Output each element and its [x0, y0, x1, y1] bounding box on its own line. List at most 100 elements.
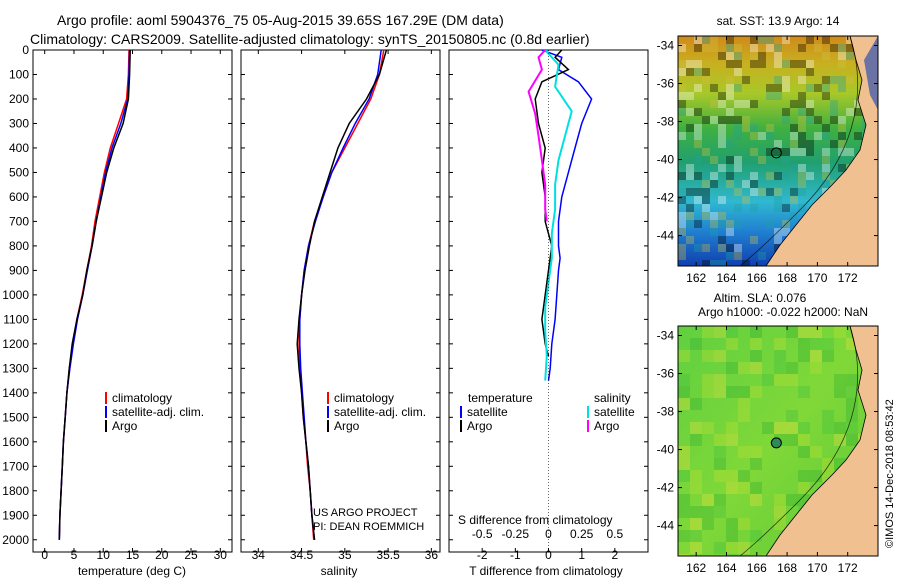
legend-temperature-title: temperature [468, 391, 533, 405]
temperature-tick-label: 30 [214, 548, 228, 562]
legend-climatology: climatology [334, 391, 394, 405]
map-cell [738, 542, 750, 554]
map-cell [702, 326, 714, 338]
map-cell [806, 100, 814, 108]
map-cell [822, 124, 830, 132]
map-cell [774, 52, 782, 60]
map-cell [830, 140, 838, 148]
map-cell [774, 60, 782, 68]
map-cell [726, 228, 734, 236]
header-subtitle: Climatology: CARS2009. Satellite-adjuste… [30, 31, 590, 47]
map-cell [678, 386, 690, 398]
map-cell [786, 422, 798, 434]
map-cell [726, 482, 738, 494]
map-cell [798, 172, 806, 180]
map-cell [806, 116, 814, 124]
argo-location-marker [770, 437, 782, 449]
map-cell [678, 60, 686, 68]
map-cell [678, 530, 690, 542]
map-cell [738, 518, 750, 530]
map-cell [702, 518, 714, 530]
map-cell [806, 84, 814, 92]
lat-tick-label: -42 [657, 191, 675, 205]
map-cell [690, 422, 702, 434]
map-cell [790, 148, 798, 156]
map-cell [786, 326, 798, 338]
series-line-temperature-satellite [541, 50, 593, 381]
map-cell [834, 326, 846, 338]
series-line-salinity-satellite [544, 50, 573, 381]
map-cell [734, 188, 742, 196]
depth-tick-label: 1200 [2, 337, 29, 351]
map-cell [750, 350, 762, 362]
coastal-water [864, 36, 878, 110]
map-cell [838, 116, 846, 124]
map-cell [822, 458, 834, 470]
map-cell [846, 44, 854, 52]
map-cell [678, 494, 690, 506]
map-cell [702, 494, 714, 506]
map-cell [814, 84, 822, 92]
lat-tick-label: -36 [657, 77, 675, 91]
lat-tick-label: -44 [657, 229, 675, 243]
map-cell [714, 458, 726, 470]
map-cell [774, 350, 786, 362]
map-cell [702, 148, 710, 156]
salinity-xlabel: salinity [321, 564, 358, 578]
map-cell [750, 236, 758, 244]
map-cell [678, 108, 686, 116]
map-cell [786, 410, 798, 422]
map-cell [798, 148, 806, 156]
legend-argo: Argo [334, 419, 360, 433]
map-cell [790, 196, 798, 204]
map-cell [694, 220, 702, 228]
map-cell [678, 228, 686, 236]
salinity-panel [240, 49, 441, 553]
map-cell [742, 116, 750, 124]
map-cell [806, 68, 814, 76]
map-cell [694, 44, 702, 52]
map-cell [798, 482, 810, 494]
map-cell [766, 148, 774, 156]
depth-tick-label: 1900 [2, 508, 29, 522]
map-cell [822, 52, 830, 60]
map-cell [774, 84, 782, 92]
map-cell [718, 220, 726, 228]
map-cell [750, 52, 758, 60]
map-cell [774, 188, 782, 196]
map-cell [750, 530, 762, 542]
map-cell [774, 236, 782, 244]
map-cell [838, 44, 846, 52]
map-cell [750, 180, 758, 188]
map-cell [758, 156, 766, 164]
map-cell [810, 338, 822, 350]
map-cell [678, 252, 686, 260]
map-cell [766, 188, 774, 196]
depth-tick-label: 2000 [2, 533, 29, 547]
depth-tick-label: 800 [9, 239, 29, 253]
sst-map-axes: -34 -36 -38 -40 -42 -44 162 164 166 168 170 172 [657, 36, 878, 285]
map-cell [710, 172, 718, 180]
lon-tick-label: 170 [807, 271, 827, 285]
map-cell [678, 132, 686, 140]
map-cell [838, 124, 846, 132]
map-cell [750, 204, 758, 212]
salinity-legend: climatology satellite-adj. clim. Argo [327, 391, 426, 433]
map-cell [782, 148, 790, 156]
map-cell [694, 196, 702, 204]
map-cell [702, 204, 710, 212]
map-cell [750, 44, 758, 52]
map-cell [814, 132, 822, 140]
map-cell [782, 36, 790, 44]
map-cell [798, 44, 806, 52]
map-cell [774, 92, 782, 100]
map-cell [714, 434, 726, 446]
map-cell [690, 542, 702, 554]
lon-tick-label: 164 [716, 271, 736, 285]
map-cell [782, 156, 790, 164]
map-cell [702, 164, 710, 172]
map-cell [702, 244, 710, 252]
temperature-legend: climatology satellite-adj. clim. Argo [105, 391, 204, 433]
sst-map [678, 36, 878, 266]
map-cell [702, 386, 714, 398]
